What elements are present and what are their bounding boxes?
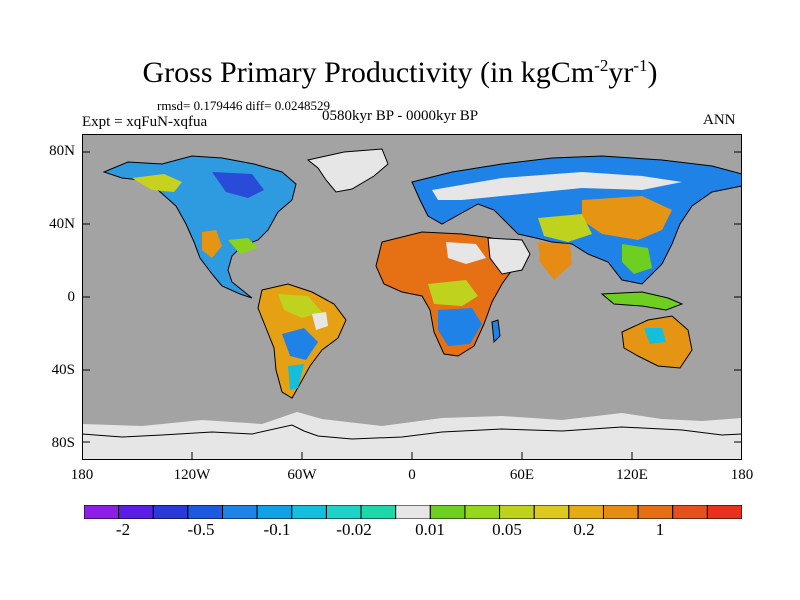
eurasia-white-band [432,172,682,200]
colorbar-label: -0.02 [336,520,372,539]
rmsd-diff-stats: rmsd= 0.179446 diff= 0.0248529 [157,98,330,113]
lon-label: 120W [173,467,211,483]
axis-ticks [82,151,742,460]
lat-label: 40N [49,216,75,232]
sa-cyan-patch [288,364,304,390]
colorbar-box [256,505,293,519]
colorbar-label: -0.1 [263,520,291,539]
africa-blue-patch [438,308,482,346]
india-orange-patch [538,242,572,280]
colorbar-box [360,505,397,519]
colorbar-label: 0.05 [492,520,522,539]
colorbar-label: 0.01 [415,520,445,539]
australia-cyan-patch [644,328,666,344]
colorbar-label: 0.2 [573,520,595,539]
eurasia-orange-patch [582,196,672,240]
colorbar-label: 1 [655,520,665,539]
colorbar [84,505,742,519]
colorbar-box [291,505,327,519]
colorbar-box [429,505,466,519]
colorbar-box [464,505,501,519]
lon-label: 120E [616,467,648,483]
lat-label: 0 [67,289,76,305]
colorbar-box [499,505,535,519]
gpp-difference-map [82,134,742,460]
colorbar-box [325,505,362,519]
colorbar-box [118,505,154,519]
greenland [306,148,389,193]
colorbar-box [568,505,604,519]
colorbar-box [706,505,742,519]
lat-label: 40S [51,362,75,378]
eurasia-yellow-patch [538,214,592,242]
na-yellow-patch [132,174,182,192]
time-period-label: 0580kyr BP - 0000kyr BP [322,108,479,124]
lon-label: 180 [730,467,754,483]
na-green-patch [228,238,258,254]
arabia [487,237,531,275]
africa-yellow-patch [428,280,478,306]
lon-label: 60W [287,467,317,483]
na-deep-blue-patch [212,172,264,198]
colorbar-box [152,505,189,519]
madagascar [491,319,501,344]
sa-white-patch [312,312,328,330]
colorbar-box [672,505,708,519]
colorbar-box [533,505,570,519]
lat-label: 80S [51,435,75,451]
colorbar-box [222,505,258,519]
sa-yellow-patch [278,294,322,318]
season-label: ANN [703,112,736,128]
colorbar-box [84,505,120,519]
chart-title: Gross Primary Productivity (in kgCm-2yr-… [142,56,658,89]
antarctica-coastline [82,424,742,440]
experiment-label: Expt = xqFuN-xqfua [82,114,208,130]
colorbar-box [602,505,639,519]
colorbar-box [187,505,224,519]
lon-label: 180 [70,467,94,483]
na-orange-patch [202,230,222,258]
colorbar-label: -2 [115,520,131,539]
lon-label: 0 [408,467,416,483]
sahara-white-patch [446,242,486,264]
lon-label: 60E [509,467,535,483]
colorbar-box [395,505,431,519]
colorbar-box [637,505,674,519]
sa-blue-patch [282,328,318,360]
colorbar-label: -0.5 [187,520,215,539]
indonesia [600,291,684,311]
china-green-patch [622,244,652,274]
lat-label: 80N [49,143,75,159]
